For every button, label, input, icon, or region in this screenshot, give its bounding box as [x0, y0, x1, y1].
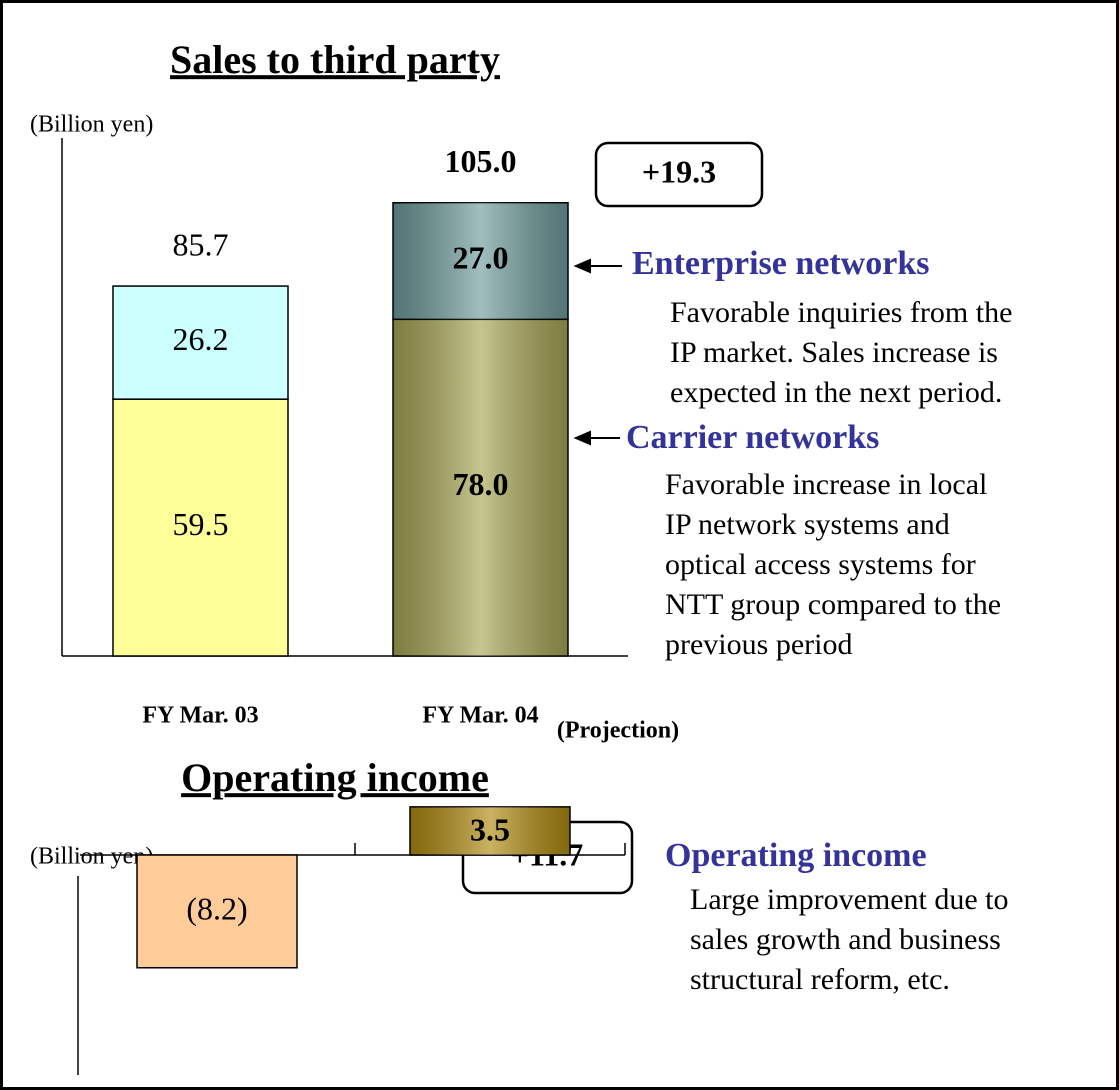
description: sales growth and business: [690, 923, 1001, 956]
change-box: [594, 141, 764, 208]
legend-label: Enterprise networks: [632, 245, 929, 282]
value-label: 26.2: [173, 321, 229, 357]
chart-title: Sales to third party: [170, 37, 500, 82]
value-label: 78.0: [453, 466, 509, 502]
description: previous period: [665, 628, 852, 661]
description: IP market. Sales increase is: [670, 336, 998, 369]
value-label: 3.5: [470, 811, 510, 847]
y-axis-label: (Billion yen): [30, 112, 153, 138]
arrow: [573, 258, 622, 446]
change-label: +19.3: [642, 153, 716, 189]
bar-shine: [393, 202, 568, 320]
heading: Operating income: [665, 837, 927, 874]
chart-title: Operating income: [181, 755, 489, 800]
bar-shine: [410, 806, 570, 855]
x-tick-label: FY Mar. 03: [142, 703, 258, 729]
description: expected in the next period.: [670, 376, 1002, 409]
description: Favorable increase in local: [665, 468, 987, 501]
x-tick-label: FY Mar. 04: [422, 703, 538, 729]
value-label: 27.0: [453, 239, 509, 275]
value-label: 59.5: [173, 506, 229, 542]
description: optical access systems for: [665, 548, 976, 581]
total-label: 85.7: [173, 226, 229, 262]
bar-segment: [112, 285, 289, 400]
description: IP network systems and: [665, 508, 950, 541]
legend-label: Carrier networks: [626, 419, 879, 456]
bar-segment: [112, 398, 289, 657]
total-label: 105.0: [445, 143, 517, 179]
value-label: (8.2): [186, 890, 247, 926]
description: NTT group compared to the: [665, 588, 1001, 621]
y-axis-label: (Billion yen): [30, 844, 153, 870]
category-note: (Projection): [557, 718, 679, 744]
description: Large improvement due to: [690, 883, 1009, 916]
description: structural reform, etc.: [690, 963, 950, 996]
bar-shine: [393, 319, 568, 656]
description: Favorable inquiries from the: [670, 296, 1012, 329]
bar: [136, 854, 298, 969]
